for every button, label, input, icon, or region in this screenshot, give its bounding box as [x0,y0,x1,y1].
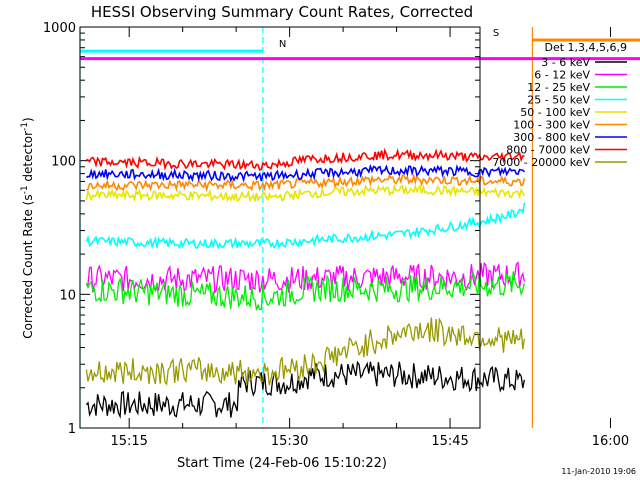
legend-entry-label: 25 - 50 keV [527,94,590,107]
flag-label: S [493,28,499,39]
series-line-0-0 [85,360,526,420]
y-tick-label: 1000 [43,21,76,36]
legend-entry-label: 100 - 300 keV [513,119,590,132]
footer-timestamp: 11-Jan-2010 19:06 [561,467,636,476]
flag-label: N [279,39,286,50]
legend-entry-label: 12 - 25 keV [527,81,590,94]
y-tick-label: 1 [68,422,76,437]
legend-entry-label: 800 - 7000 keV [506,144,590,157]
x-axis-label: Start Time (24-Feb-06 15:10:22) [177,456,387,471]
chart-title: HESSI Observing Summary Count Rates, Cor… [91,3,473,21]
series-line-6-0 [86,163,526,183]
x-tick-label: 16:00 [592,434,629,449]
legend-title: Det 1,3,4,5,6,9 [544,41,627,54]
legend-entry-label: 300 - 800 keV [513,131,590,144]
series-line-1-0 [85,261,526,295]
x-tick-label: 15:30 [271,434,308,449]
x-tick-label: 15:45 [431,434,468,449]
series-line-2-0 [85,270,526,311]
legend-entry-label: 50 - 100 keV [520,106,590,119]
series-line-4-0 [85,183,526,203]
x-tick-label: 15:15 [110,434,147,449]
series-line-5-0 [86,172,526,193]
legend-entry-label: 6 - 12 keV [534,69,590,82]
y-tick-label: 100 [51,155,76,170]
legend-entry-label: 3 - 6 keV [541,56,590,69]
series-line-7-0 [86,147,525,171]
plot-frame [79,26,481,429]
y-tick-label: 10 [59,288,76,303]
legend-entry-label: 7000 - 20000 keV [492,156,590,169]
series-line-8-0 [85,317,526,386]
y-axis-label: Corrected Count Rate (s-1 detector-1) [20,117,35,338]
series-line-3-0 [85,202,526,250]
